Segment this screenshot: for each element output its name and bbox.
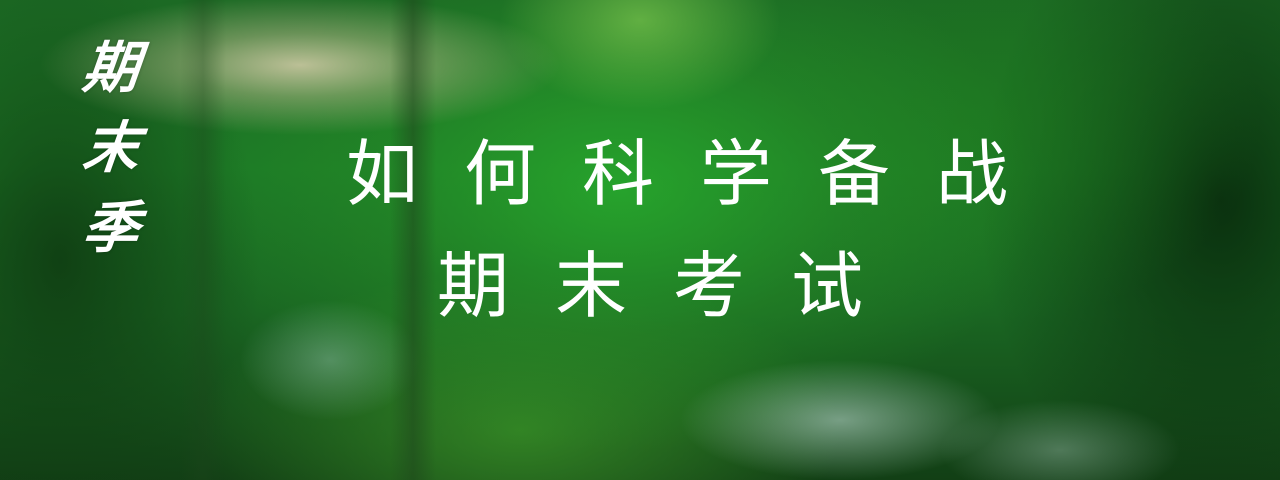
side-title-char: 末: [79, 115, 143, 181]
blurred-tree-trunk: [180, 0, 226, 480]
blurred-tree-trunk: [390, 0, 436, 480]
headline-line-1: 如何科学备战: [346, 132, 1055, 216]
headline: 如何科学备战 期末考试: [300, 118, 1055, 342]
vertical-calligraphy-title: 期 末 季: [76, 28, 146, 268]
side-title-char: 季: [79, 195, 143, 261]
headline-line-2: 期末考试: [436, 244, 909, 328]
side-title-char: 期: [79, 35, 143, 101]
